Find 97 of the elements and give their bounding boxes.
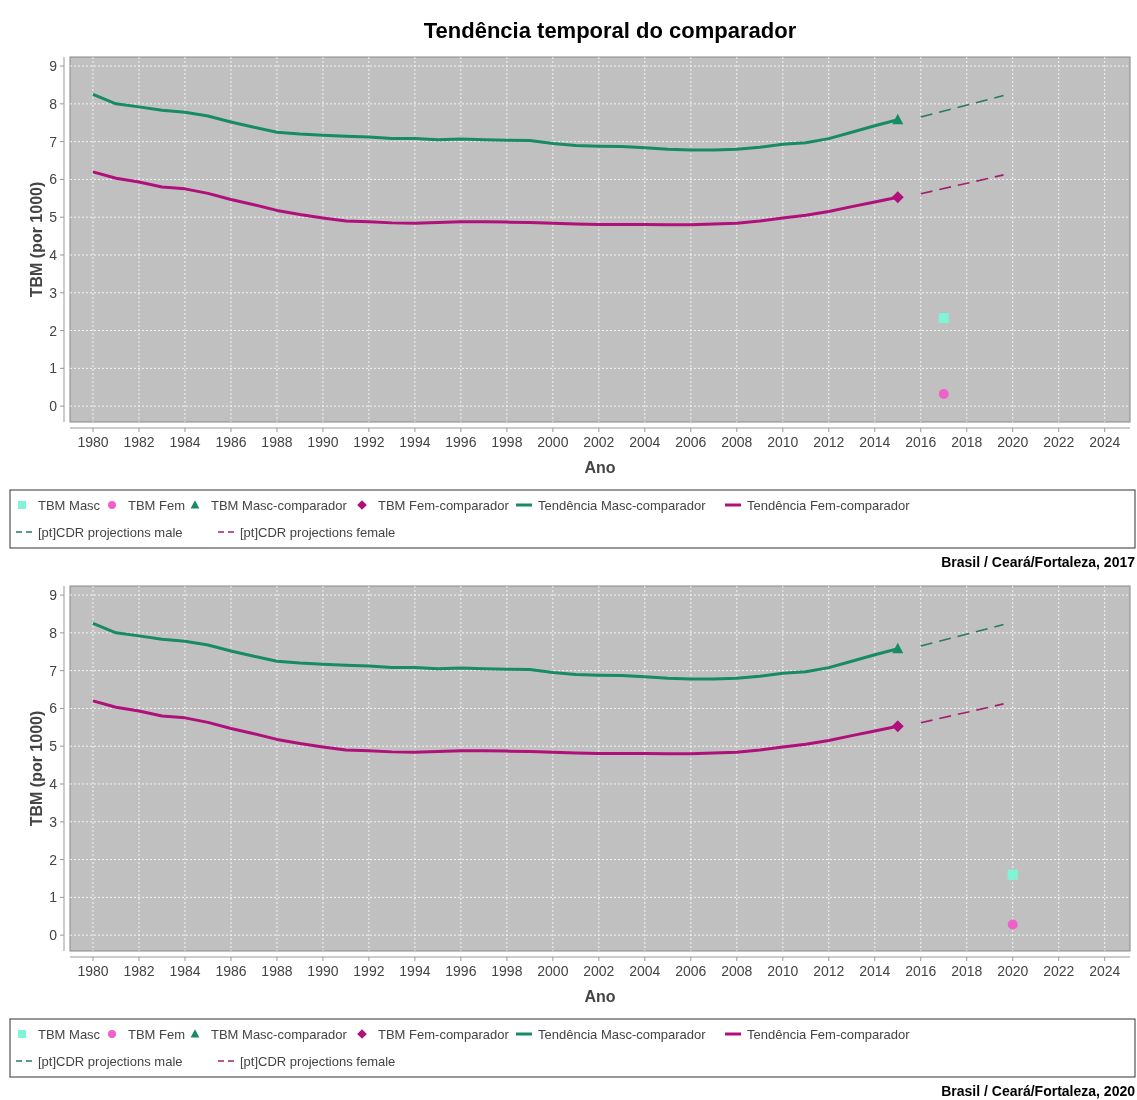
- x-tick-label: 2004: [629, 963, 661, 979]
- chart-title: Tendência temporal do comparador: [423, 18, 797, 43]
- x-tick-label: 1998: [491, 963, 523, 979]
- y-tick-label: 0: [49, 398, 58, 415]
- x-tick-label: 2014: [859, 963, 891, 979]
- x-tick-label: 2022: [1043, 434, 1075, 450]
- y-tick-label: 8: [49, 95, 58, 112]
- legend-label: Tendência Fem-comparador: [747, 498, 911, 513]
- x-tick-label: 1990: [307, 963, 339, 979]
- y-tick-label: 0: [49, 927, 58, 944]
- x-tick-label: 1992: [353, 963, 385, 979]
- point: [1007, 919, 1018, 930]
- legend-label: TBM Fem-comparador: [378, 1027, 510, 1042]
- x-tick-label: 1982: [123, 963, 155, 979]
- legend-label: TBM Fem-comparador: [378, 498, 510, 513]
- x-tick-label: 2020: [997, 434, 1029, 450]
- legend-label: Tendência Masc-comparador: [538, 498, 707, 513]
- x-axis-title: Ano: [584, 459, 616, 476]
- x-tick-label: 2024: [1089, 434, 1121, 450]
- y-tick-label: 3: [49, 284, 58, 301]
- legend-label: TBM Masc: [38, 498, 101, 513]
- y-tick-label: 6: [49, 171, 58, 188]
- x-tick-label: 2024: [1089, 963, 1121, 979]
- x-tick-label: 2008: [721, 963, 753, 979]
- x-tick-label: 2010: [767, 963, 799, 979]
- y-tick-label: 9: [49, 587, 58, 604]
- y-tick-label: 3: [49, 813, 58, 830]
- x-tick-label: 2002: [583, 434, 615, 450]
- legend-label: [pt]CDR projections female: [240, 525, 396, 540]
- x-tick-label: 2012: [813, 963, 845, 979]
- point: [891, 191, 904, 204]
- x-tick-label: 1996: [445, 434, 477, 450]
- x-tick-label: 1982: [123, 434, 155, 450]
- y-axis-title: TBM (por 1000): [28, 181, 45, 298]
- y-tick-label: 1: [49, 889, 58, 906]
- legend-label: [pt]CDR projections male: [38, 1054, 183, 1069]
- x-tick-label: 2018: [951, 434, 983, 450]
- legend-label: [pt]CDR projections male: [38, 525, 183, 540]
- point: [892, 642, 904, 654]
- y-tick-label: 4: [49, 246, 58, 263]
- x-tick-label: 1992: [353, 434, 385, 450]
- x-tick-label: 2004: [629, 434, 661, 450]
- text: Brasil / Ceará/Fortaleza, 2017: [941, 554, 1136, 570]
- legend-label: TBM Fem: [128, 498, 186, 513]
- text: Brasil / Ceará/Fortaleza, 2020: [941, 1083, 1136, 1099]
- x-tick-label: 2000: [537, 963, 569, 979]
- x-tick-label: 1986: [215, 434, 247, 450]
- legend-label: Tendência Fem-comparador: [747, 1027, 911, 1042]
- x-tick-label: 1988: [261, 963, 293, 979]
- y-tick-label: 6: [49, 700, 58, 717]
- x-tick-label: 1980: [77, 434, 109, 450]
- point: [892, 113, 904, 125]
- x-tick-label: 1984: [169, 434, 201, 450]
- point: [938, 313, 949, 324]
- x-tick-label: 2000: [537, 434, 569, 450]
- legend-label: Tendência Masc-comparador: [538, 1027, 707, 1042]
- x-tick-label: 1986: [215, 963, 247, 979]
- y-tick-label: 7: [49, 133, 58, 150]
- x-tick-label: 1988: [261, 434, 293, 450]
- x-tick-label: 2008: [721, 434, 753, 450]
- y-tick-label: 7: [49, 662, 58, 679]
- y-tick-label: 5: [49, 738, 58, 755]
- x-tick-label: 2006: [675, 963, 707, 979]
- y-tick-label: 5: [49, 209, 58, 226]
- y-tick-label: 1: [49, 360, 58, 377]
- x-tick-label: 2002: [583, 963, 615, 979]
- x-tick-label: 1980: [77, 963, 109, 979]
- x-tick-label: 2022: [1043, 963, 1075, 979]
- point: [1007, 869, 1018, 880]
- x-tick-label: 2016: [905, 434, 937, 450]
- y-tick-label: 9: [49, 58, 58, 75]
- x-tick-label: 1994: [399, 434, 431, 450]
- point: [938, 389, 949, 400]
- x-tick-label: 2018: [951, 963, 983, 979]
- legend-label: TBM Fem: [128, 1027, 186, 1042]
- point: [891, 720, 904, 733]
- x-tick-label: 1990: [307, 434, 339, 450]
- y-tick-label: 4: [49, 775, 58, 792]
- legend-label: TBM Masc: [38, 1027, 101, 1042]
- x-tick-label: 1998: [491, 434, 523, 450]
- x-axis-title: Ano: [584, 988, 616, 1005]
- x-tick-label: 2006: [675, 434, 707, 450]
- legend-label: TBM Masc-comparador: [211, 1027, 348, 1042]
- x-tick-label: 2014: [859, 434, 891, 450]
- legend-label: [pt]CDR projections female: [240, 1054, 396, 1069]
- y-tick-label: 2: [49, 322, 58, 339]
- x-tick-label: 2020: [997, 963, 1029, 979]
- x-tick-label: 2010: [767, 434, 799, 450]
- x-tick-label: 1996: [445, 963, 477, 979]
- x-tick-label: 1984: [169, 963, 201, 979]
- legend-label: TBM Masc-comparador: [211, 498, 348, 513]
- x-tick-label: 1994: [399, 963, 431, 979]
- x-tick-label: 2012: [813, 434, 845, 450]
- y-axis-title: TBM (por 1000): [28, 710, 45, 827]
- x-tick-label: 2016: [905, 963, 937, 979]
- y-tick-label: 2: [49, 851, 58, 868]
- y-tick-label: 8: [49, 624, 58, 641]
